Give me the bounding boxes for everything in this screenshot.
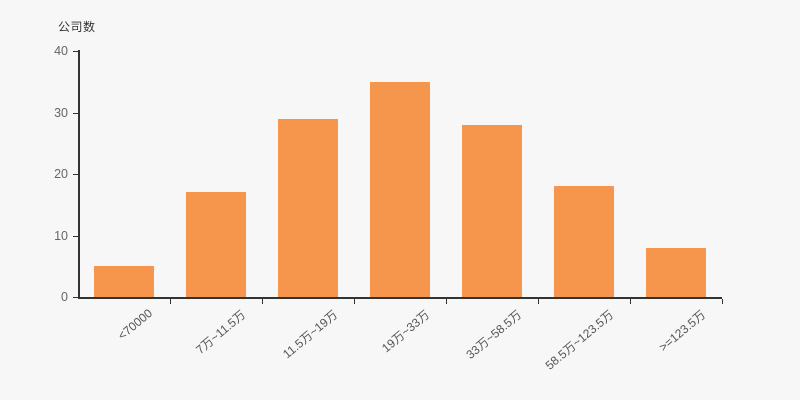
y-axis-tick	[73, 297, 78, 298]
y-axis-line	[78, 50, 80, 299]
bar[interactable]	[646, 247, 706, 297]
x-axis-line	[78, 297, 722, 299]
x-axis-tick	[170, 299, 171, 304]
bar[interactable]	[278, 118, 338, 297]
x-axis-tick	[354, 299, 355, 304]
y-axis-tick-label: 10	[54, 228, 68, 243]
x-axis-tick-label: <70000	[115, 306, 155, 343]
x-axis-tick-label: 11.5万~19万	[280, 307, 341, 362]
y-axis-tick-label: 30	[54, 105, 68, 120]
y-axis-title: 公司数	[58, 20, 96, 34]
x-axis-tick-label: 33万~58.5万	[463, 307, 525, 362]
x-axis-tick	[538, 299, 539, 304]
bar[interactable]	[554, 186, 614, 297]
y-axis-tick	[73, 235, 78, 237]
x-axis-tick-label: 19万~33万	[379, 307, 433, 356]
x-axis-tick	[630, 299, 631, 304]
x-axis-tick-label: 58.5万~123.5万	[542, 307, 617, 373]
y-axis-tick-label: 20	[54, 167, 68, 181]
x-axis-tick	[262, 299, 263, 304]
bar[interactable]	[462, 124, 522, 297]
y-axis-tick-label: 0	[61, 290, 68, 304]
y-axis-tick-label: 40	[54, 44, 68, 58]
bar[interactable]	[94, 266, 154, 297]
x-axis-tick-label: 7万~11.5万	[193, 307, 249, 357]
bar[interactable]	[186, 192, 246, 297]
x-axis-tick	[446, 299, 447, 304]
bar[interactable]	[370, 81, 430, 297]
x-axis-tick	[722, 299, 723, 304]
x-axis-tick-label: >=123.5万	[656, 307, 709, 355]
y-axis-tick	[73, 112, 78, 114]
y-axis-tick	[73, 51, 78, 52]
y-axis-tick	[73, 174, 78, 175]
